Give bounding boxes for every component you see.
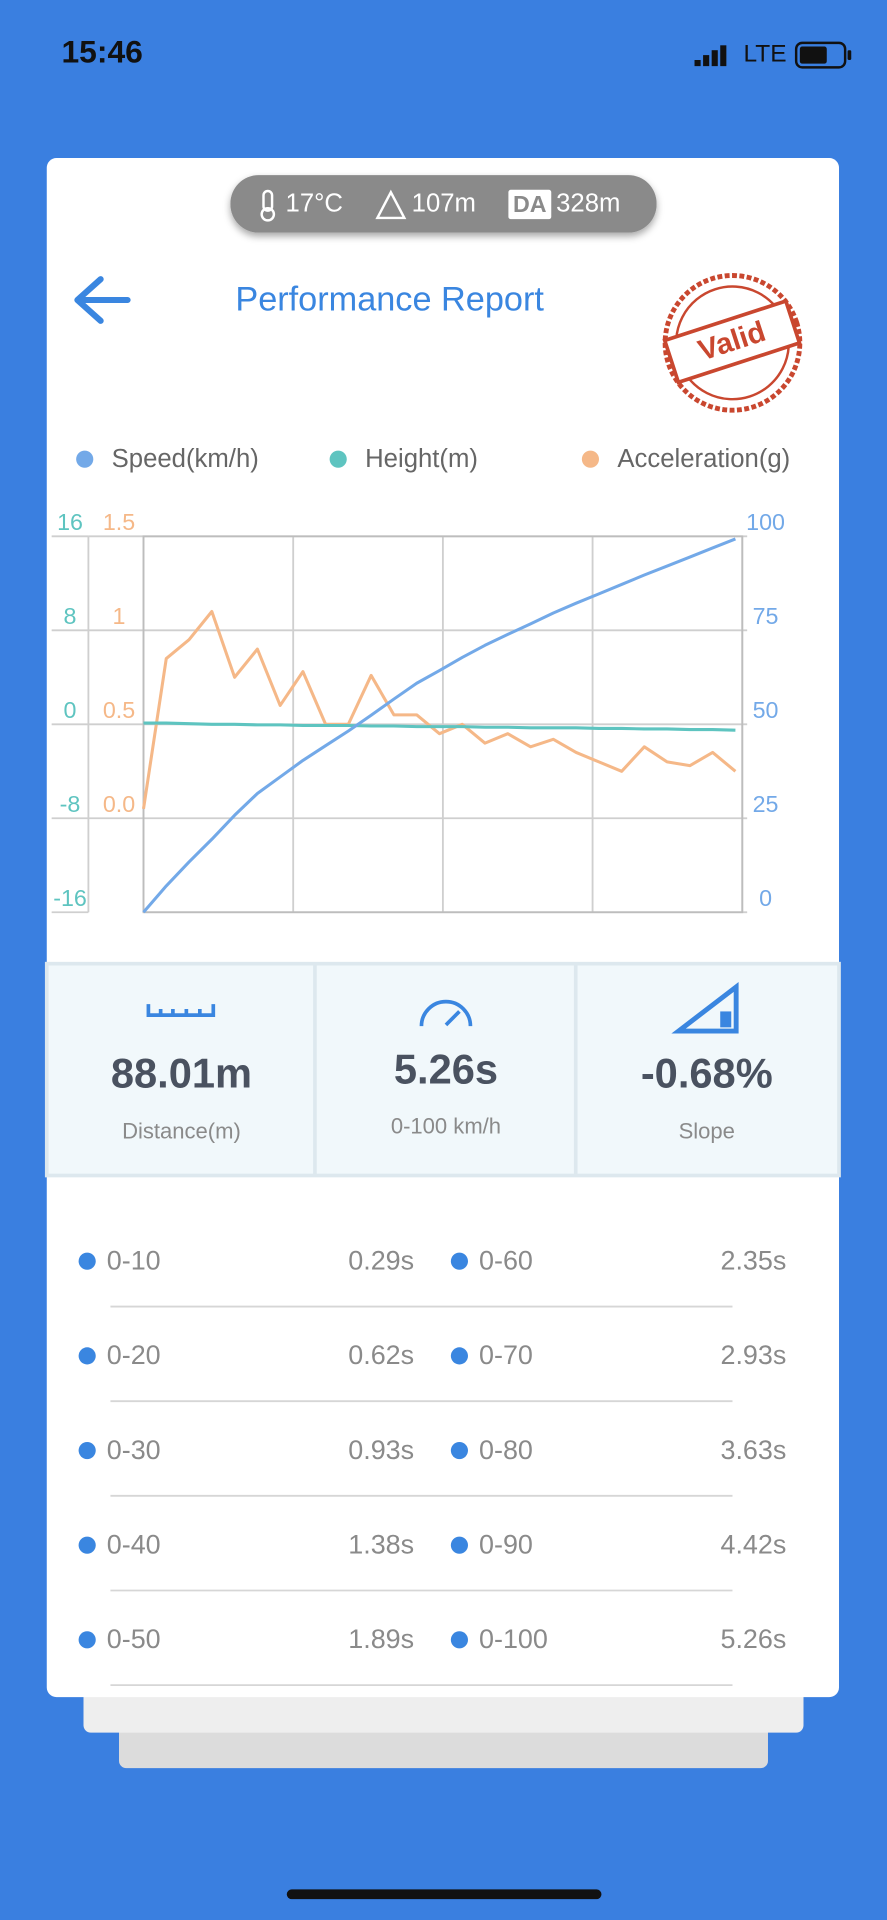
split-dot xyxy=(78,1347,96,1365)
split-range: 0-90 xyxy=(479,1530,533,1560)
stats-panel xyxy=(44,961,841,1178)
split-dot xyxy=(450,1536,468,1554)
chart: Speed(km/h) Height(m) Acceleration(g) -16 -8… xyxy=(51,445,790,914)
page-title: Performance Report xyxy=(235,280,544,318)
split-dot xyxy=(78,1441,96,1460)
altitude: 107m xyxy=(412,189,476,217)
da-badge: DA xyxy=(513,191,547,217)
split-dot xyxy=(78,1252,96,1270)
status-time: 15:46 xyxy=(61,33,142,69)
y2-tick-label: 0 xyxy=(759,885,772,911)
y3-tick-label: 8 xyxy=(64,603,77,629)
split-range: 0-20 xyxy=(107,1340,161,1370)
legend-dot xyxy=(329,450,347,468)
ruler-icon xyxy=(146,1004,216,1017)
split-range: 0-100 xyxy=(479,1624,548,1654)
splits: 0-10 0.29s 0-20 0.62s 0-30 0.93s 0-40 1.38s 0-50… xyxy=(78,1246,786,1687)
density-altitude: 328m xyxy=(556,189,620,217)
split-dot xyxy=(78,1536,96,1554)
stats: 88.01m Distance(m) 5.26s 0-100 km/h -0.68% Sl… xyxy=(111,1046,773,1144)
legend-label: Height(m) xyxy=(365,445,478,473)
split-time: 0.93s xyxy=(348,1435,414,1465)
split-range: 0-70 xyxy=(479,1340,533,1370)
split-time: 1.38s xyxy=(348,1530,414,1560)
split-dot xyxy=(450,1631,468,1649)
y2-tick-label: 50 xyxy=(753,697,779,723)
y2-tick-label: 75 xyxy=(753,603,779,629)
split-time: 0.62s xyxy=(348,1340,414,1370)
split-time: 0.29s xyxy=(348,1246,414,1276)
split-dot xyxy=(450,1347,468,1365)
stat-label: Slope xyxy=(679,1118,735,1143)
y3-tick-label: -8 xyxy=(60,791,81,817)
split-time: 3.63s xyxy=(720,1435,786,1465)
split-time: 4.42s xyxy=(720,1530,786,1560)
legend-label: Acceleration(g) xyxy=(617,445,790,473)
stat-label: Distance(m) xyxy=(122,1118,241,1143)
split-time: 5.26s xyxy=(720,1624,786,1654)
temperature: 17°C xyxy=(286,189,343,217)
thermometer-icon xyxy=(260,189,276,222)
split-range: 0-60 xyxy=(479,1246,533,1276)
network-label: LTE xyxy=(744,41,787,68)
y2-tick-label: 25 xyxy=(753,791,779,817)
da-badge-box xyxy=(508,189,552,220)
y3-tick-label: -16 xyxy=(53,885,87,911)
home-indicator xyxy=(286,1889,602,1900)
y-tick-label: 1.5 xyxy=(103,509,135,535)
legend-label: Speed(km/h) xyxy=(112,445,259,473)
y3-tick-label: 16 xyxy=(57,509,83,535)
stat-value: -0.68% xyxy=(641,1049,773,1096)
legend-dot xyxy=(581,450,600,468)
split-dot xyxy=(450,1441,468,1460)
split-range: 0-40 xyxy=(107,1530,161,1560)
mountain-icon xyxy=(375,189,407,220)
y3-tick-label: 0 xyxy=(64,697,77,723)
battery-icon xyxy=(794,41,852,69)
split-dot xyxy=(78,1631,96,1649)
y-tick-label: 0.0 xyxy=(103,791,135,817)
split-range: 0-50 xyxy=(107,1624,161,1654)
slope-icon xyxy=(671,981,739,1034)
back-button[interactable] xyxy=(74,276,131,324)
y-tick-label: 0.5 xyxy=(103,697,135,723)
y-tick-label: 1 xyxy=(113,603,126,629)
speedometer-icon xyxy=(419,999,473,1027)
stat-value: 5.26s xyxy=(394,1046,498,1093)
signal-icon xyxy=(694,45,727,67)
split-range: 0-10 xyxy=(107,1246,161,1276)
legend-dot xyxy=(76,450,94,468)
split-time: 2.35s xyxy=(720,1246,786,1276)
card xyxy=(46,157,840,1698)
split-time: 1.89s xyxy=(348,1624,414,1654)
split-dot xyxy=(450,1252,468,1270)
conditions-pill: 17°C 107m DA 328m xyxy=(230,175,657,233)
series-line xyxy=(142,537,736,914)
series-line xyxy=(143,721,736,732)
split-time: 2.93s xyxy=(720,1340,786,1370)
split-range: 0-30 xyxy=(107,1435,161,1465)
y2-tick-label: 100 xyxy=(746,509,785,535)
stat-label: 0-100 km/h xyxy=(391,1114,501,1139)
split-range: 0-80 xyxy=(479,1435,533,1465)
series-line xyxy=(141,609,737,810)
stat-value: 88.01m xyxy=(111,1049,252,1096)
